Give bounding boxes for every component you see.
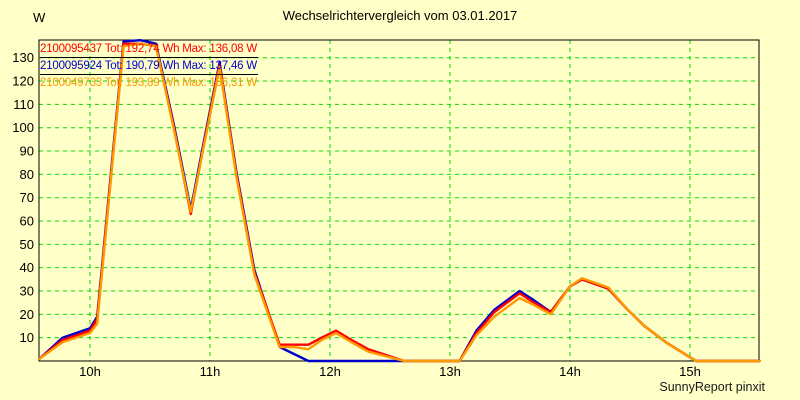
legend-entry: 2100049733 Tot: 193,89 Wh Max: 136,31 W — [40, 77, 258, 89]
y-tick-label: 80 — [20, 167, 34, 182]
y-tick-label: 20 — [20, 307, 34, 322]
x-tick-label: 14h — [559, 364, 581, 379]
legend-entry: 2100095437 Tot: 192,74 Wh Max: 136,08 W — [40, 41, 258, 58]
y-tick-label: 70 — [20, 190, 34, 205]
y-tick-label: 50 — [20, 237, 34, 252]
x-tick-label: 15h — [679, 364, 701, 379]
y-tick-label: 60 — [20, 214, 34, 229]
y-tick-label: 100 — [12, 120, 34, 135]
x-tick-label: 10h — [79, 364, 101, 379]
y-tick-label: 10 — [20, 330, 34, 345]
series-line-2100049733 — [38, 42, 761, 363]
x-tick-label: 11h — [200, 364, 221, 379]
x-tick-label: 13h — [439, 364, 461, 379]
x-tick-label: 12h — [319, 364, 341, 379]
chart-title: Wechselrichtervergleich vom 03.01.2017 — [282, 8, 518, 23]
y-tick-label: 30 — [20, 284, 34, 299]
y-tick-label: 120 — [12, 74, 34, 89]
y-tick-label: 110 — [13, 97, 34, 112]
y-tick-label: 90 — [20, 144, 34, 159]
y-tick-label: 130 — [12, 50, 34, 65]
footer-brand: SunnyReport pinxit — [659, 380, 765, 394]
y-tick-label: 40 — [20, 260, 34, 275]
legend-entry: 2100095924 Tot: 190,79 Wh Max: 137,46 W — [40, 58, 258, 75]
y-axis-unit-label: W — [33, 10, 46, 25]
